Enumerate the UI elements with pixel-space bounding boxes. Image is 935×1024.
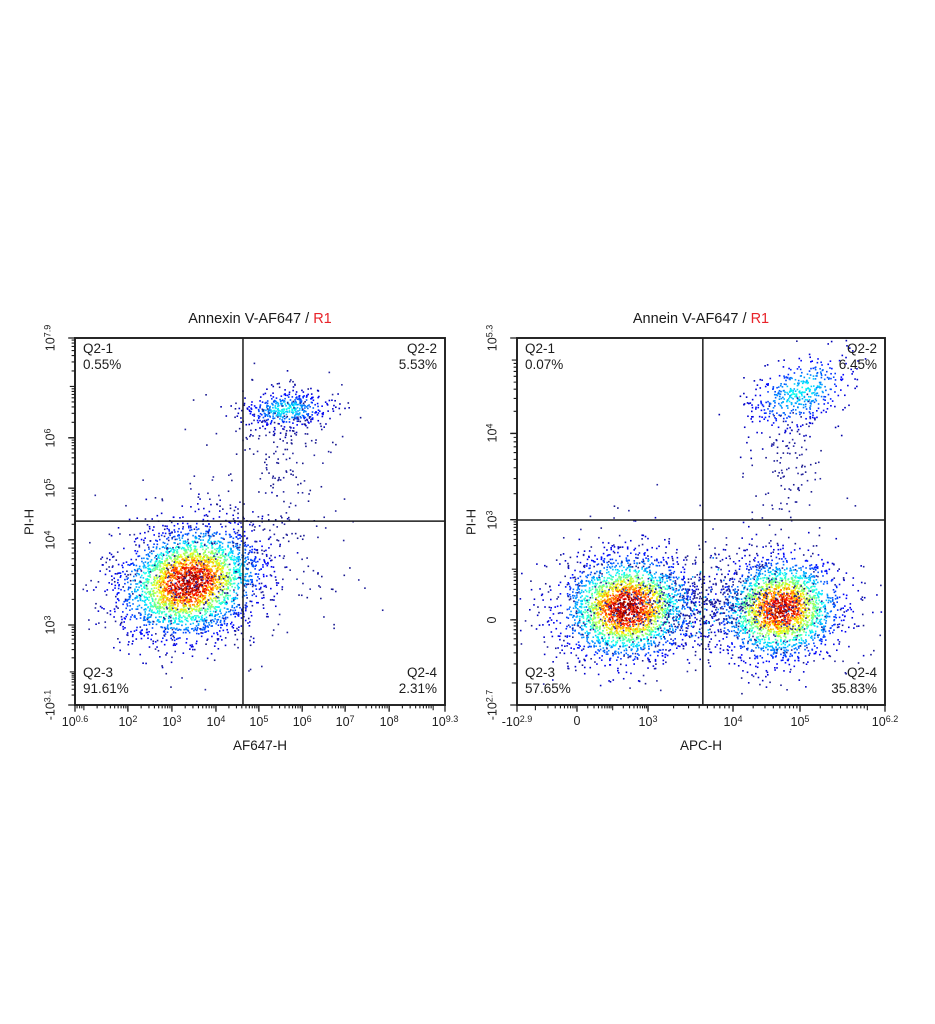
quadrant-name: Q2-3: [525, 665, 556, 680]
y-axis-label: PI-H: [463, 508, 479, 535]
x-tick-label: 106: [292, 714, 312, 729]
plot-area: Q2-1 0.07% Q2-2 6.45% Q2-3 57.65% Q2-4 3…: [485, 325, 899, 729]
quadrant-name: Q2-1: [525, 341, 556, 356]
x-tick-label: 104: [206, 714, 226, 729]
x-tick-label: 0: [573, 714, 581, 728]
quadrant-percentage: 35.83%: [831, 681, 877, 696]
gate-name-label: R1: [750, 311, 770, 327]
quadrant-label-q2-1: Q2-1 0.55%: [83, 341, 121, 373]
y-tick-label: 105: [42, 478, 58, 498]
gate-name-label: R1: [313, 311, 332, 327]
scatter-canvas: [503, 334, 889, 719]
plot-area: Q2-1 0.55% Q2-2 5.53% Q2-3 91.61% Q2-4 2…: [43, 325, 459, 729]
y-tick-label: 0: [485, 616, 499, 624]
quadrant-percentage: 91.61%: [83, 681, 129, 696]
quadrant-label-q2-4: Q2-4 35.83%: [831, 665, 877, 697]
x-tick-label: 103: [162, 714, 182, 729]
x-tick-label: 105: [790, 714, 810, 729]
quadrant-name: Q2-2: [846, 341, 877, 356]
scatter-canvas: [61, 334, 449, 719]
x-tick-label: 103: [638, 714, 658, 729]
quadrant-name: Q2-4: [406, 665, 437, 680]
quadrant-name: Q2-4: [846, 665, 877, 680]
x-tick-label: 100.6: [61, 714, 89, 729]
x-tick-label: 109.3: [431, 714, 459, 729]
quadrant-name: Q2-3: [83, 665, 114, 680]
y-tick-label: 107.9: [42, 324, 58, 352]
y-axis-label: PI-H: [21, 508, 37, 535]
flow-plot-annexin-af647: Annexin V-AF647 /R1 PI-H Q2-1 0.55% Q2-2…: [22, 311, 459, 753]
x-tick-label: 102: [118, 714, 138, 729]
x-axis-label: AF647-H: [232, 738, 288, 753]
quadrant-label-q2-3: Q2-3 91.61%: [83, 665, 129, 697]
y-tick-label: -103.1: [42, 689, 58, 721]
quadrant-label-q2-2: Q2-2 6.45%: [839, 341, 877, 373]
quadrant-name: Q2-2: [406, 341, 437, 356]
y-tick-label: 104: [484, 423, 500, 443]
y-tick-label: 104: [42, 530, 58, 550]
plot-title-main: Annexin V-AF647 /: [188, 311, 310, 327]
x-axis-label: APC-H: [679, 738, 722, 753]
quadrant-percentage: 0.07%: [525, 357, 564, 372]
y-tick-label: 105.3: [484, 324, 500, 352]
flow-plot-apc: Annein V-AF647 /R1 PI-H Q2-1 0.07% Q2-2 …: [464, 311, 899, 753]
plot-title: Annexin V-AF647 /R1: [45, 311, 475, 327]
quadrant-percentage: 2.31%: [398, 681, 437, 696]
x-tick-label: 105: [249, 714, 269, 729]
quadrant-label-q2-3: Q2-3 57.65%: [525, 665, 571, 697]
quadrant-name: Q2-1: [83, 341, 114, 356]
plot-title-main: Annein V-AF647 /: [632, 311, 747, 327]
quadrant-percentage: 57.65%: [525, 681, 571, 696]
plot-title: Annein V-AF647 /R1: [487, 311, 915, 327]
x-tick-label: 107: [335, 714, 355, 729]
quadrant-percentage: 5.53%: [398, 357, 437, 372]
x-tick-label: 106.2: [871, 714, 899, 729]
y-tick-label: 103: [42, 615, 58, 635]
quadrant-label-q2-1: Q2-1 0.07%: [525, 341, 563, 373]
x-tick-label: 108: [379, 714, 399, 729]
x-tick-label: 104: [723, 714, 743, 729]
quadrant-label-q2-4: Q2-4 2.31%: [399, 665, 437, 697]
y-tick-label: 103: [484, 510, 500, 530]
x-tick-label: -102.9: [501, 714, 533, 729]
quadrant-percentage: 6.45%: [838, 357, 877, 372]
y-tick-label: 106: [42, 428, 58, 448]
quadrant-percentage: 0.55%: [83, 357, 122, 372]
y-tick-label: -102.7: [484, 689, 500, 721]
quadrant-label-q2-2: Q2-2 5.53%: [399, 341, 437, 373]
